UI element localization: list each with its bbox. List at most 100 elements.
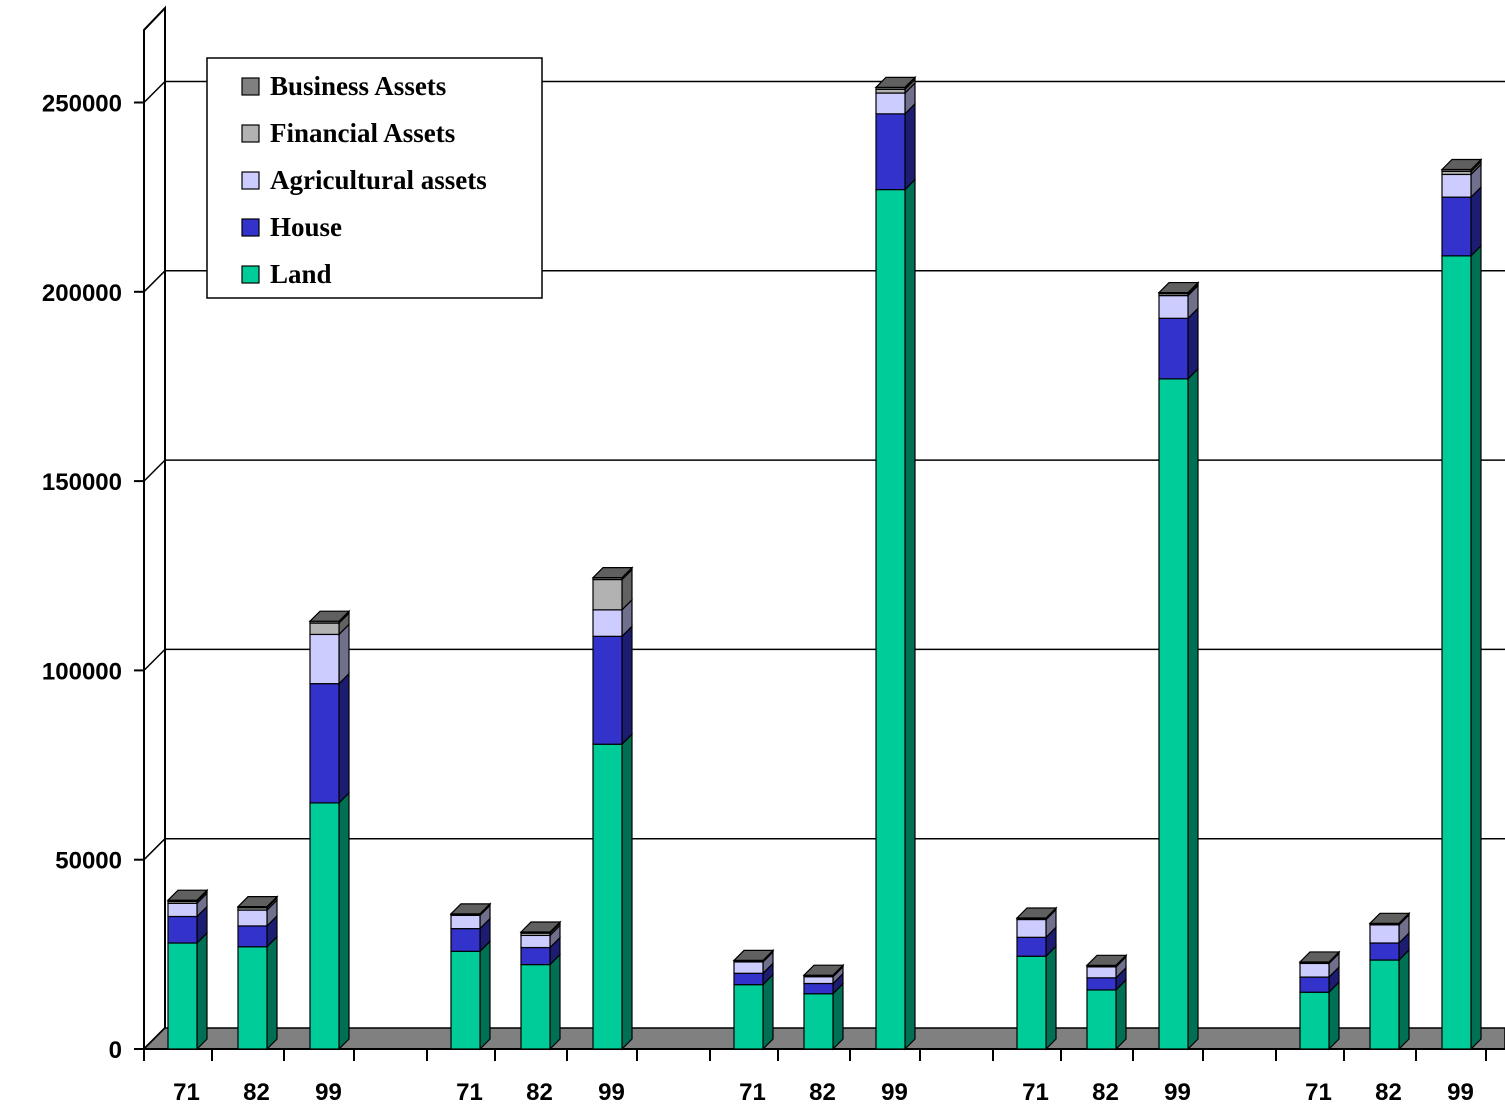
bar-side-face <box>338 791 350 1051</box>
x-tick-label-9: 71 <box>1022 1079 1049 1106</box>
y-tick-label-2: 100000 <box>42 658 122 685</box>
bar-segment-5-financial-assets <box>592 568 633 612</box>
bar-top-face <box>1298 951 1341 963</box>
bar-front-face <box>1086 966 1117 979</box>
bar-top-face <box>802 964 845 976</box>
bars <box>166 75 1483 1051</box>
legend-label-business-assets: Business Assets <box>270 71 446 101</box>
x-tick-labels: 71 82 99 71 82 99 71 82 99 71 82 99 71 82 99 <box>173 1079 1474 1106</box>
bar-front-face <box>1299 991 1330 1050</box>
bar-3 <box>449 902 492 1051</box>
bar-front-face <box>733 972 764 986</box>
bar-segment-2-agricultural-assets <box>309 622 350 686</box>
bar-7 <box>802 963 845 1051</box>
bar-segment-13-agricultural-assets <box>1369 913 1410 945</box>
bar-4 <box>519 920 562 1051</box>
bar-top-face <box>1157 281 1200 294</box>
bar-1 <box>236 895 279 1051</box>
bar-front-face <box>803 976 834 985</box>
bar-segment-4-land <box>520 953 561 1051</box>
bar-front-face <box>1441 173 1472 198</box>
bar-front-face <box>733 961 764 974</box>
bar-8 <box>874 75 917 1051</box>
bar-front-face <box>1369 924 1400 944</box>
bar-front-face <box>875 188 906 1050</box>
x-tick-label-0: 71 <box>173 1079 200 1106</box>
bar-segment-12-land <box>1299 980 1340 1051</box>
bar-top-face <box>1440 158 1483 171</box>
bar-side-face <box>1470 185 1482 258</box>
bar-side-face <box>1187 367 1199 1051</box>
bar-segment-11-agricultural-assets <box>1158 284 1199 320</box>
y-tick-labels: 0 50000 100000 150000 200000 250000 <box>42 91 122 1065</box>
legend-label-house: House <box>270 212 342 242</box>
bar-segment-0-house <box>167 905 208 945</box>
bar-front-face <box>803 982 834 995</box>
bar-front-face <box>1299 976 1330 993</box>
gridline-side-3 <box>143 459 166 482</box>
gridline-side-4 <box>143 270 166 293</box>
bar-top-face <box>519 921 562 933</box>
bar-front-face <box>309 622 340 636</box>
bar-top-face <box>1015 907 1058 919</box>
bar-front-face <box>167 915 198 944</box>
bar-segment-9-land <box>1016 944 1057 1051</box>
bar-2 <box>308 609 351 1051</box>
bar-front-face <box>1016 936 1047 957</box>
bar-side-face <box>1470 244 1482 1051</box>
bar-front-face <box>592 609 623 637</box>
x-tick-label-8: 99 <box>881 1079 908 1106</box>
legend-label-financial-assets: Financial Assets <box>270 118 455 148</box>
x-tick-label-5: 99 <box>598 1079 625 1106</box>
bar-side-face <box>1328 980 1340 1051</box>
bar-side-face <box>1115 978 1127 1051</box>
side-wall <box>143 5 166 1052</box>
bar-front-face <box>875 113 906 191</box>
bar-top-face <box>591 567 634 579</box>
bar-5 <box>591 566 634 1051</box>
x-tick-label-2: 99 <box>315 1079 342 1106</box>
y-tick-label-3: 150000 <box>42 469 122 496</box>
bar-side-face <box>621 624 633 746</box>
bar-segment-11-land <box>1158 367 1199 1051</box>
legend: Business Assets Financial Assets Agricultu… <box>206 57 543 299</box>
x-tick-label-13: 82 <box>1375 1079 1402 1106</box>
legend-swatch-land <box>241 265 260 284</box>
bar-side-face <box>338 672 350 805</box>
y-tick-label-1: 50000 <box>55 848 122 875</box>
bar-front-face <box>520 963 551 1050</box>
bar-front-face <box>237 925 268 948</box>
bar-segment-5-land <box>592 732 633 1051</box>
legend-label-land: Land <box>270 259 332 289</box>
bar-front-face <box>1369 942 1400 961</box>
bar-side-face <box>1187 306 1199 381</box>
bar-top-face <box>1368 912 1411 924</box>
bar-front-face <box>450 914 481 930</box>
bar-front-face <box>592 635 623 745</box>
bar-front-face <box>237 946 268 1050</box>
bar-14 <box>1440 158 1483 1051</box>
x-tick-label-11: 99 <box>1164 1079 1191 1106</box>
bar-front-face <box>1086 977 1117 991</box>
bar-11 <box>1157 281 1200 1051</box>
gridline-side-5 <box>143 80 166 104</box>
legend-box <box>206 57 543 299</box>
bar-side-face <box>266 935 278 1051</box>
bar-side-face <box>904 102 916 192</box>
x-tick-label-7: 82 <box>809 1079 836 1106</box>
bar-segment-8-house <box>875 102 916 192</box>
bar-front-face <box>592 743 623 1050</box>
x-tick-label-6: 71 <box>739 1079 766 1106</box>
bar-front-face <box>309 802 340 1050</box>
bar-side-face <box>904 178 916 1051</box>
gridline-side-1 <box>143 838 166 861</box>
bar-front-face <box>1158 294 1189 319</box>
bar-top-face <box>166 889 209 901</box>
bar-segment-8-land <box>875 178 916 1051</box>
bar-top-face <box>449 903 492 915</box>
legend-swatch-agricultural-assets <box>241 171 260 190</box>
bar-side-face <box>1045 944 1057 1051</box>
bar-front-face <box>1369 959 1400 1050</box>
x-tick-label-4: 82 <box>526 1079 553 1106</box>
